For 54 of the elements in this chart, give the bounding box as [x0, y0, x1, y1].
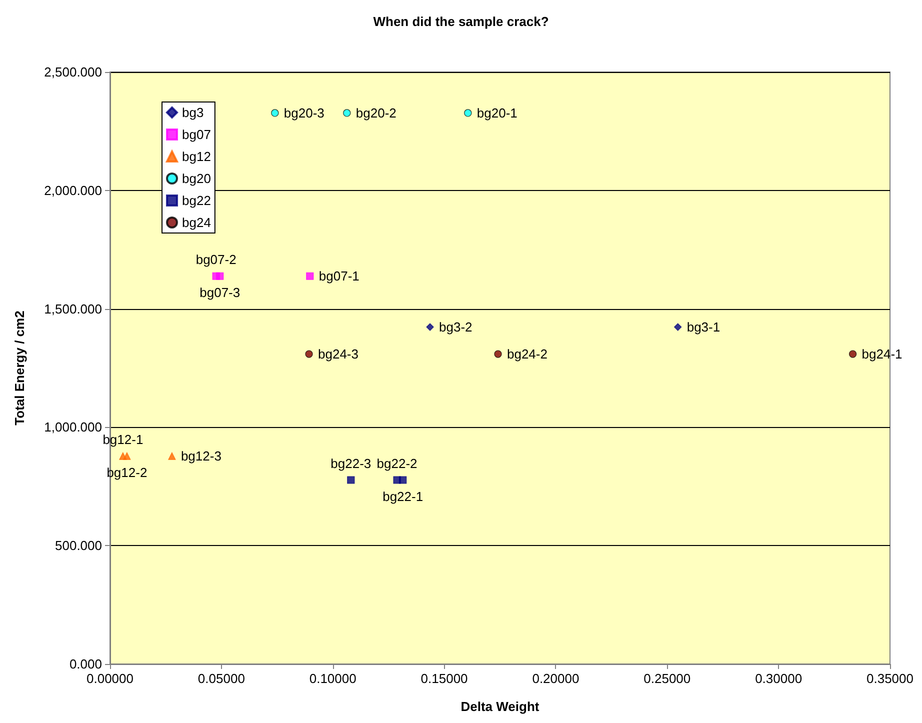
y-tick-label: 0.000: [69, 656, 102, 672]
point: [123, 452, 131, 460]
legend-label: bg12: [182, 149, 211, 164]
annotation: bg24-1: [862, 346, 902, 362]
annotation: bg20-1: [476, 105, 518, 120]
annotation: bg22-2: [376, 456, 418, 472]
y-axis-title: Total Energy / cm2: [12, 310, 27, 426]
point: [216, 272, 224, 280]
x-tick-label: 0.15000: [420, 671, 468, 686]
y-tick-label: 500.000: [55, 538, 102, 554]
legend-label: bg20: [182, 171, 211, 186]
legend-label: bg22: [182, 193, 211, 208]
y-tick-label: 1,000.000: [44, 420, 102, 435]
annotation: bg07-2: [196, 252, 236, 268]
legend-label: bg07: [182, 127, 211, 142]
annotation: bg22-3: [330, 456, 372, 472]
annotation: bg07-1: [318, 268, 360, 284]
point: [168, 452, 176, 460]
x-tick-label: 0.25000: [644, 671, 691, 686]
annotation: bg12-2: [106, 465, 148, 480]
x-tick-label: 0.10000: [309, 671, 356, 686]
point: [271, 109, 279, 117]
annotation: bg20-2: [356, 105, 396, 120]
annotation: bg12-3: [180, 448, 222, 464]
annotation: bg07-3: [200, 285, 240, 300]
annotation: bg20-3: [284, 105, 324, 120]
point: [343, 109, 351, 117]
x-tick-label: 0.05000: [198, 671, 245, 686]
point: [305, 350, 313, 358]
point: [848, 350, 857, 358]
chart-title: When did the sample crack?: [373, 14, 549, 29]
point: [347, 476, 355, 484]
y-tick-label: 2,000.000: [44, 182, 102, 198]
legend-label: bg24: [182, 215, 211, 230]
x-tick-label: 0.35000: [866, 671, 914, 686]
point: [494, 350, 502, 358]
x-tick-label: 0.30000: [755, 671, 802, 686]
annotation: bg24-2: [506, 346, 548, 362]
annotation: bg24-3: [318, 346, 358, 362]
point: [426, 323, 434, 331]
annotation: bg3-2: [439, 320, 472, 335]
point: [393, 476, 401, 484]
legend-label: bg3: [182, 105, 204, 120]
x-tick-label: 0.20000: [532, 671, 580, 686]
y-tick-label: 1,500.000: [44, 301, 102, 316]
point: [306, 272, 314, 280]
y-tick-label: 2,500.000: [44, 64, 102, 80]
x-axis-title: Delta Weight: [460, 699, 540, 714]
annotation: bg12-1: [102, 432, 144, 448]
annotation: bg3-1: [686, 320, 720, 335]
x-tick-label: 0.00000: [86, 671, 134, 686]
annotation: bg22-1: [382, 489, 424, 504]
point: [464, 109, 472, 117]
point: [674, 323, 682, 331]
